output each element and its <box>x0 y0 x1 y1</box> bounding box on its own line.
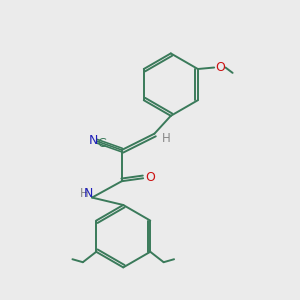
Text: N: N <box>83 188 93 200</box>
Text: O: O <box>216 61 226 74</box>
Text: O: O <box>145 171 155 184</box>
Text: H: H <box>162 132 171 145</box>
Text: H: H <box>80 188 89 200</box>
Text: N: N <box>88 134 98 147</box>
Text: C: C <box>98 137 106 150</box>
